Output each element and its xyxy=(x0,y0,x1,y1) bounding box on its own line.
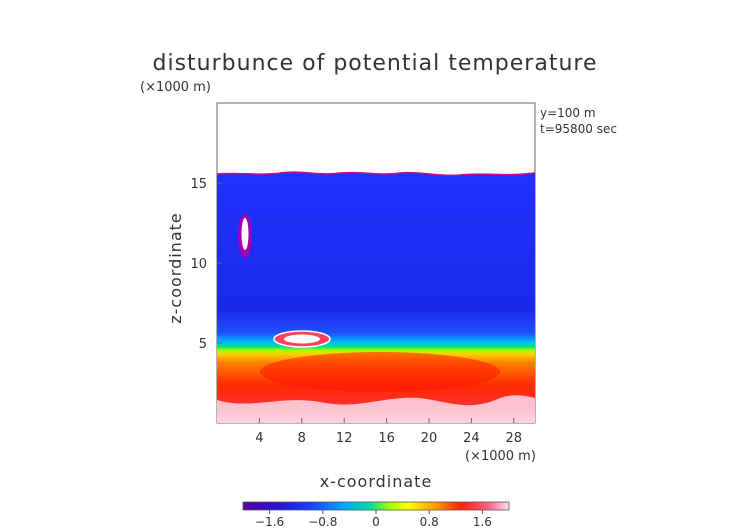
x-tick-label: 28 xyxy=(506,431,523,446)
x-tick-label: 20 xyxy=(421,431,438,446)
y-tick-label: 15 xyxy=(190,177,207,192)
x-axis-label: x-coordinate xyxy=(320,472,433,491)
inversion-bubble-inner xyxy=(284,334,320,344)
domain-top-boundary xyxy=(217,171,535,177)
colorbar-tick-label: 1.6 xyxy=(473,515,492,529)
x-tick-label: 24 xyxy=(463,431,480,446)
warm-core xyxy=(260,352,500,392)
x-tick-label: 16 xyxy=(378,431,395,446)
colorbar-tick-label: −1.6 xyxy=(255,515,284,529)
x-unit-label: (×1000 m) xyxy=(465,449,536,464)
y-tick-label: 10 xyxy=(190,257,207,272)
x-axis-ticks: 4 8 12 16 20 24 28 xyxy=(255,418,522,446)
colorbar-tick-label: 0 xyxy=(372,515,380,529)
colorbar-ticks: −1.6 −0.8 0 0.8 1.6 xyxy=(255,510,492,529)
y-axis-ticks: 5 10 15 xyxy=(190,177,222,352)
surface-band xyxy=(217,395,535,423)
cold-anomaly-inner xyxy=(241,218,249,250)
x-tick-label: 12 xyxy=(336,431,353,446)
x-tick-label: 8 xyxy=(298,431,306,446)
chart-title: disturbunce of potential temperature xyxy=(153,51,598,76)
y-unit-label: (×1000 m) xyxy=(140,80,211,95)
x-tick-label: 4 xyxy=(255,431,263,446)
annotation-y: y=100 m xyxy=(540,106,596,120)
y-axis-label: z-coordinate xyxy=(166,212,185,324)
field-layer xyxy=(217,171,535,423)
colorbar-tick-label: −0.8 xyxy=(308,515,337,529)
colorbar xyxy=(242,501,510,511)
annotation-t: t=95800 sec xyxy=(540,122,617,136)
y-tick-label: 5 xyxy=(199,337,207,352)
colorbar-tick-label: 0.8 xyxy=(420,515,439,529)
